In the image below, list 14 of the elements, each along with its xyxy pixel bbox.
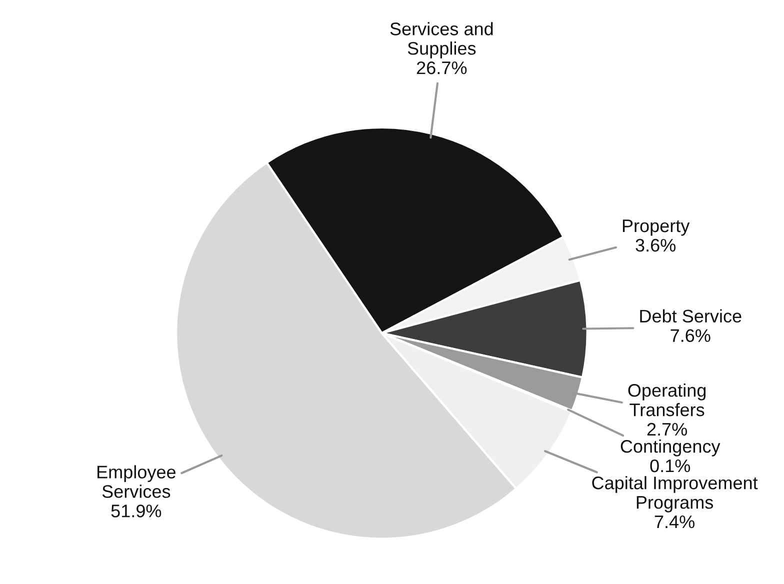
slice-label: Contingency [620, 440, 720, 456]
slice-label: Operating Transfers [628, 384, 706, 416]
data-label: 51.9% [111, 504, 162, 518]
slice-label: Debt Service [640, 309, 742, 323]
data-label: 7.4% [654, 516, 694, 528]
slice-label: Employee Services [98, 465, 176, 498]
data-label: 26.7% [416, 61, 467, 74]
slice-label: Capital Improvement Programs [592, 476, 758, 512]
slice-label: Property [622, 220, 690, 236]
data-label: 3.6% [636, 238, 676, 252]
data-label: 0.1% [650, 459, 690, 472]
data-label: 7.6% [670, 329, 710, 342]
data-label: 2.7% [647, 422, 687, 436]
slice-label: Services and Supplies [390, 22, 493, 58]
